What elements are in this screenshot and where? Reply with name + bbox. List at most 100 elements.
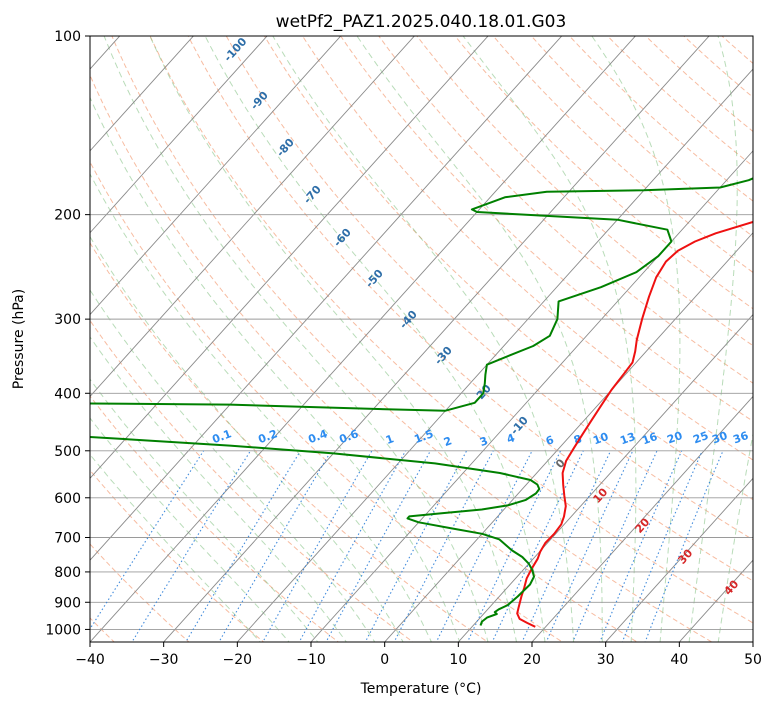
- mixing-ratio-label: 30: [710, 429, 729, 447]
- mixing-ratio-line: [131, 450, 251, 642]
- mixing-ratio-line: [325, 450, 431, 642]
- moist-adiabat: [90, 96, 461, 642]
- y-axis: 100 200 300 400 500 600 700 800 900 1000: [45, 29, 90, 638]
- dry-adiabat: [90, 319, 414, 642]
- moist-adiabat: [149, 36, 518, 642]
- mixing-ratio-label: 2: [442, 434, 454, 449]
- mixing-ratio-label: 0.1: [210, 427, 233, 446]
- y-tick-label: 100: [54, 29, 81, 45]
- isobars: [90, 36, 753, 630]
- isotherm-line: [90, 36, 489, 479]
- isotherms: [90, 36, 753, 642]
- dry-adiabat: [90, 395, 340, 642]
- y-tick-label: 600: [54, 491, 81, 507]
- mixing-ratio-line: [298, 450, 407, 642]
- moist-adiabat: [462, 36, 637, 642]
- mixing-ratio-label: 0.2: [256, 427, 279, 446]
- moist-adiabat: [688, 36, 738, 642]
- dry-adiabat: [568, 36, 753, 202]
- moist-adiabat: [103, 36, 489, 642]
- moist-adiabat: [90, 289, 376, 642]
- x-tick-label: −30: [149, 652, 179, 668]
- isotherm-line: [605, 477, 753, 642]
- dry-adiabat: [90, 74, 639, 642]
- isotherm-line: [90, 36, 416, 398]
- mixing-ratio-line: [364, 450, 468, 642]
- plot-area: -100-90-80-70-60-50-40-30-20-100.1 0.2 0.4…: [90, 36, 753, 642]
- mixing-ratio-label: 6: [544, 433, 556, 448]
- mixing-ratio-line: [185, 450, 301, 642]
- y-tick-label: 200: [54, 208, 81, 224]
- y-axis-label: Pressure (hPa): [11, 289, 27, 389]
- isotherm-line: [90, 36, 563, 561]
- dry-adiabat: [263, 36, 753, 501]
- moist-adiabat: [204, 36, 546, 642]
- mixing-ratio-label: 0.4: [306, 427, 329, 446]
- mixing-ratio-label: 10: [591, 430, 610, 448]
- dry-adiabat: [416, 36, 753, 347]
- moist-adiabat: [90, 173, 432, 642]
- dry-adiabat: [454, 36, 753, 310]
- isotherm-line: [90, 36, 342, 316]
- moist-adiabat: [356, 36, 603, 642]
- mixing-ratio-line: [90, 450, 205, 630]
- x-tick-label: 30: [597, 652, 615, 668]
- x-tick-label: −40: [75, 652, 105, 668]
- x-tick-label: 50: [744, 652, 762, 668]
- dry-adiabat: [90, 469, 265, 642]
- dry-adiabat: [301, 36, 753, 461]
- isotherm-line: [384, 232, 753, 642]
- mixing-ratio-label: 0.6: [337, 427, 360, 446]
- y-tick-label: 900: [54, 595, 81, 611]
- moist-adiabat: [90, 336, 347, 642]
- mixing-ratio-lines: [90, 450, 724, 642]
- dewpoint-profile-line: [90, 177, 753, 626]
- mixing-ratio-line: [218, 450, 332, 642]
- mixing-ratio-label: 4: [505, 431, 517, 446]
- moist-adiabat: [717, 431, 753, 642]
- isotherm-line: [90, 36, 268, 234]
- x-tick-label: −10: [296, 652, 326, 668]
- mixing-ratio-line: [644, 450, 724, 642]
- mixing-ratio-line: [599, 450, 683, 642]
- isotherm-line: [236, 68, 753, 642]
- plot-frame: [89, 35, 754, 643]
- dry-adiabat: [378, 36, 753, 384]
- mixing-ratio-label: 16: [640, 430, 659, 448]
- dry-adiabat: [225, 36, 753, 541]
- dry-adiabats: [90, 36, 753, 642]
- isotherm-line: [90, 36, 637, 642]
- mixing-ratio-line: [572, 450, 658, 642]
- isotherm-line: [163, 36, 710, 642]
- moist-adiabat: [90, 417, 290, 642]
- x-tick-label: 40: [670, 652, 688, 668]
- moist-adiabat: [591, 36, 681, 642]
- x-axis-label: Temperature (°C): [360, 681, 482, 697]
- dry-adiabat: [644, 36, 753, 133]
- mixing-ratio-label: 8: [572, 432, 584, 447]
- moist-adiabat: [90, 453, 261, 642]
- x-axis: −40 −30 −20 −10 0 10 20 30 40 50: [75, 642, 762, 668]
- chart-title: wetPf2_PAZ1.2025.040.18.01.G03: [276, 12, 567, 32]
- moist-adiabat: [272, 36, 575, 642]
- mixing-ratio-line: [393, 450, 494, 642]
- mixing-ratio-label: 36: [731, 429, 750, 447]
- y-tick-label: 800: [54, 565, 81, 581]
- temperature-profile-line: [516, 220, 753, 628]
- x-tick-label: −20: [223, 652, 253, 668]
- mixing-ratio-line: [491, 450, 584, 642]
- mixing-ratio-label: 20: [665, 429, 684, 447]
- dry-adiabat: [149, 36, 753, 624]
- y-tick-label: 500: [54, 444, 81, 460]
- mixing-ratio-label: 1.5: [412, 427, 435, 446]
- mixing-ratio-label: 1: [384, 432, 396, 447]
- x-tick-label: 0: [380, 652, 389, 668]
- mixing-ratio-label: 3: [478, 434, 490, 449]
- y-tick-label: 400: [54, 386, 81, 402]
- x-tick-label: 20: [523, 652, 541, 668]
- y-tick-label: 1000: [45, 622, 81, 638]
- isotherm-line: [310, 150, 753, 642]
- y-tick-label: 300: [54, 312, 81, 328]
- isotherm-line: [531, 395, 753, 642]
